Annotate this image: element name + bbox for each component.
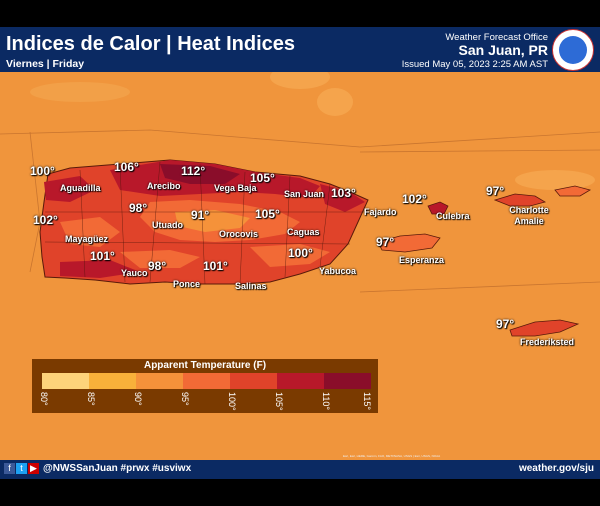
town-label: Esperanza [399,255,445,265]
town-label: San Juan [284,189,325,199]
social-handle[interactable]: @NWSSanJuan #prwx #usviwx [43,463,192,474]
heat-value: 100° [288,246,313,260]
culebra-island [427,201,449,215]
legend-tick: 80° [39,392,49,406]
legend-tick: 95° [180,392,190,406]
office-label: Weather Forecast Office [445,32,548,43]
town-label: Orocovis [219,229,259,239]
town-label: Culebra [436,211,470,221]
light-patch [30,82,130,102]
hot-zone-east [320,184,365,212]
heat-value: 98° [148,259,167,273]
facebook-icon[interactable]: f [4,463,15,474]
hot-zone-south [60,260,140,278]
town-label: Caguas [287,227,320,237]
heat-value: 105° [250,171,275,185]
light-patch [515,170,595,190]
heat-value: 101° [203,259,228,273]
heat-value: 91° [191,208,210,222]
light-patch [270,72,330,89]
heat-value: 102° [33,213,58,227]
zone-line [359,281,600,293]
issued-time: Issued May 05, 2023 2:25 AM AST [401,59,548,70]
heat-value: 112° [181,164,206,178]
heat-value: 103° [331,186,356,200]
map-credit: Esri, Esri, HERE, Garmin, FAO, METI/NASA… [343,454,441,458]
social-links: f t ▶ @NWSSanJuan #prwx #usviwx [4,463,191,474]
cool-zone-west [60,217,120,247]
zone-line [0,129,600,148]
town-label: Frederiksted [520,337,575,347]
legend-tick: 115° [362,392,372,410]
website-link[interactable]: weather.gov/sju [518,463,594,474]
town-label: Arecibo [147,181,181,191]
office-city: San Juan, PR [458,42,548,58]
twitter-icon[interactable]: t [16,463,27,474]
legend-swatch [136,373,183,389]
temperature-legend: Apparent Temperature (F) 80° 85° 90° 95°… [32,359,378,413]
zone-line [359,149,600,153]
legend-swatch [183,373,230,389]
legend-swatch [230,373,277,389]
legend-tick: 110° [321,392,331,410]
cool-zone-southeast [250,244,330,267]
heat-value: 100° [30,164,55,178]
st-john-island [554,185,592,197]
town-label: Mayagüez [65,234,109,244]
map-canvas [0,72,600,337]
town-label: Ponce [173,279,201,289]
day-subtitle: Viernes | Friday [6,58,85,70]
light-patch [317,88,353,116]
town-label: Yauco [121,268,148,278]
legend-swatch [324,373,371,389]
cooler-zone-core [175,210,250,232]
legend-swatch [277,373,324,389]
st-croix-island [509,319,580,337]
hot-zone-west [44,176,95,202]
youtube-icon[interactable]: ▶ [28,463,39,474]
footer-bar: f t ▶ @NWSSanJuan #prwx #usviwx weather.gov… [0,460,600,479]
vieques-island [377,233,441,253]
heat-value: 97° [376,235,395,249]
legend-swatch [42,373,89,389]
municipal-lines [44,161,365,285]
heat-value: 102° [402,192,427,206]
town-label: Utuado [152,220,183,230]
legend-tick: 100° [227,392,237,411]
header-bar: Indices de Calor | Heat Indices Viernes … [0,27,600,72]
heat-value: 106° [114,160,139,174]
heat-value: 97° [496,317,515,331]
heat-value: 97° [486,184,505,198]
town-label: Charlotte Amalie [509,205,549,226]
heat-value: 98° [129,201,148,215]
legend-tick: 90° [133,392,143,406]
heat-value: 105° [255,207,280,221]
legend-tick: 85° [86,392,96,406]
zone-line [29,131,41,273]
legend-swatch [89,373,136,389]
hot-zone-north-core [160,164,240,184]
legend-title: Apparent Temperature (F) [143,360,267,371]
nws-logo-center [559,36,587,64]
town-label: Yabucoa [319,266,357,276]
cool-zone-south [120,250,200,268]
town-label: Vega Baja [214,183,257,193]
page-title: Indices de Calor | Heat Indices [6,33,296,55]
heat-value: 101° [90,249,115,263]
nws-logo [552,29,594,71]
town-label: Fajardo [364,207,397,217]
town-label: Salinas [235,281,267,291]
legend-tick: 105° [274,392,284,411]
st-thomas-island [493,193,547,207]
town-label: Aguadilla [60,183,101,193]
